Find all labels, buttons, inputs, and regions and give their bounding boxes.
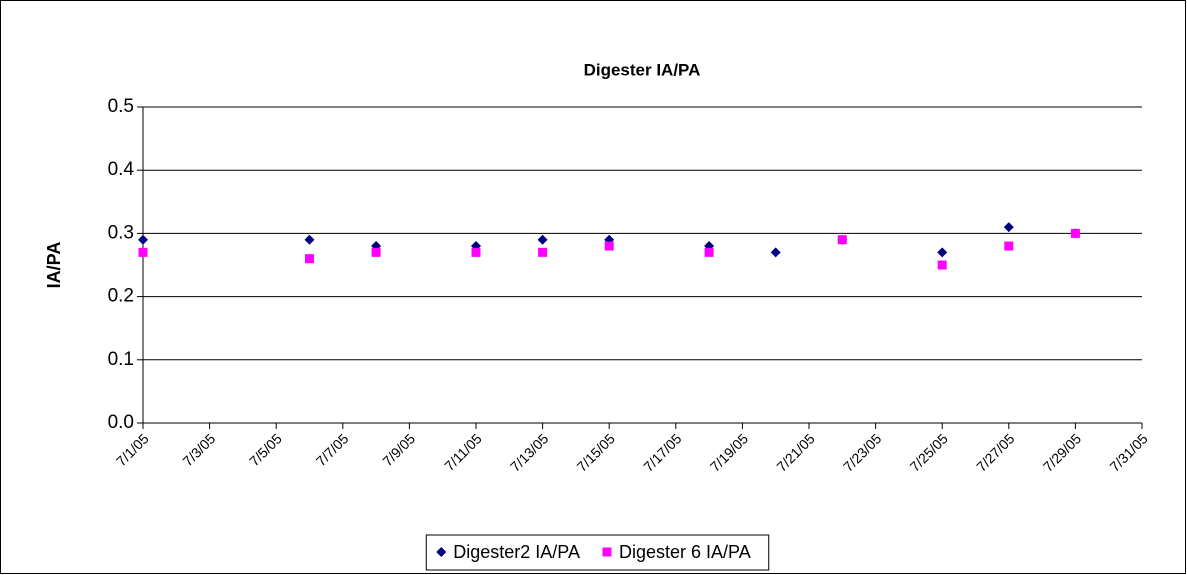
marker: [436, 547, 447, 557]
marker: [538, 247, 548, 257]
marker: [305, 254, 314, 264]
marker: [604, 241, 614, 251]
chart-title: Digester IA/PA: [584, 60, 701, 79]
legend-label: Digester 6 IA/PA: [619, 542, 751, 562]
y-tick-label: 0.2: [108, 286, 134, 307]
marker: [471, 247, 481, 257]
marker: [937, 247, 948, 258]
marker: [837, 235, 847, 245]
marker: [138, 247, 148, 257]
marker: [704, 247, 714, 257]
marker: [1004, 241, 1014, 251]
legend-box: [425, 534, 770, 571]
y-tick-label: 0.4: [108, 159, 135, 180]
y-tick-label: 0.3: [108, 222, 134, 243]
legend: Digester2 IA/PA Digester 6 IA/PA: [425, 534, 770, 571]
legend-label: Digester2 IA/PA: [453, 542, 580, 562]
y-tick-label: 0.1: [108, 349, 134, 370]
marker: [1003, 222, 1014, 233]
y-axis-label: IA/PA: [44, 242, 64, 289]
marker: [537, 234, 548, 245]
y-tick-label: 0.5: [108, 96, 134, 117]
y-tick-label: 0.0: [108, 412, 134, 433]
marker: [937, 260, 947, 270]
marker: [138, 234, 148, 245]
marker: [1070, 228, 1080, 238]
marker: [304, 234, 315, 245]
marker: [371, 247, 381, 257]
marker: [770, 247, 781, 258]
marker: [602, 547, 612, 557]
